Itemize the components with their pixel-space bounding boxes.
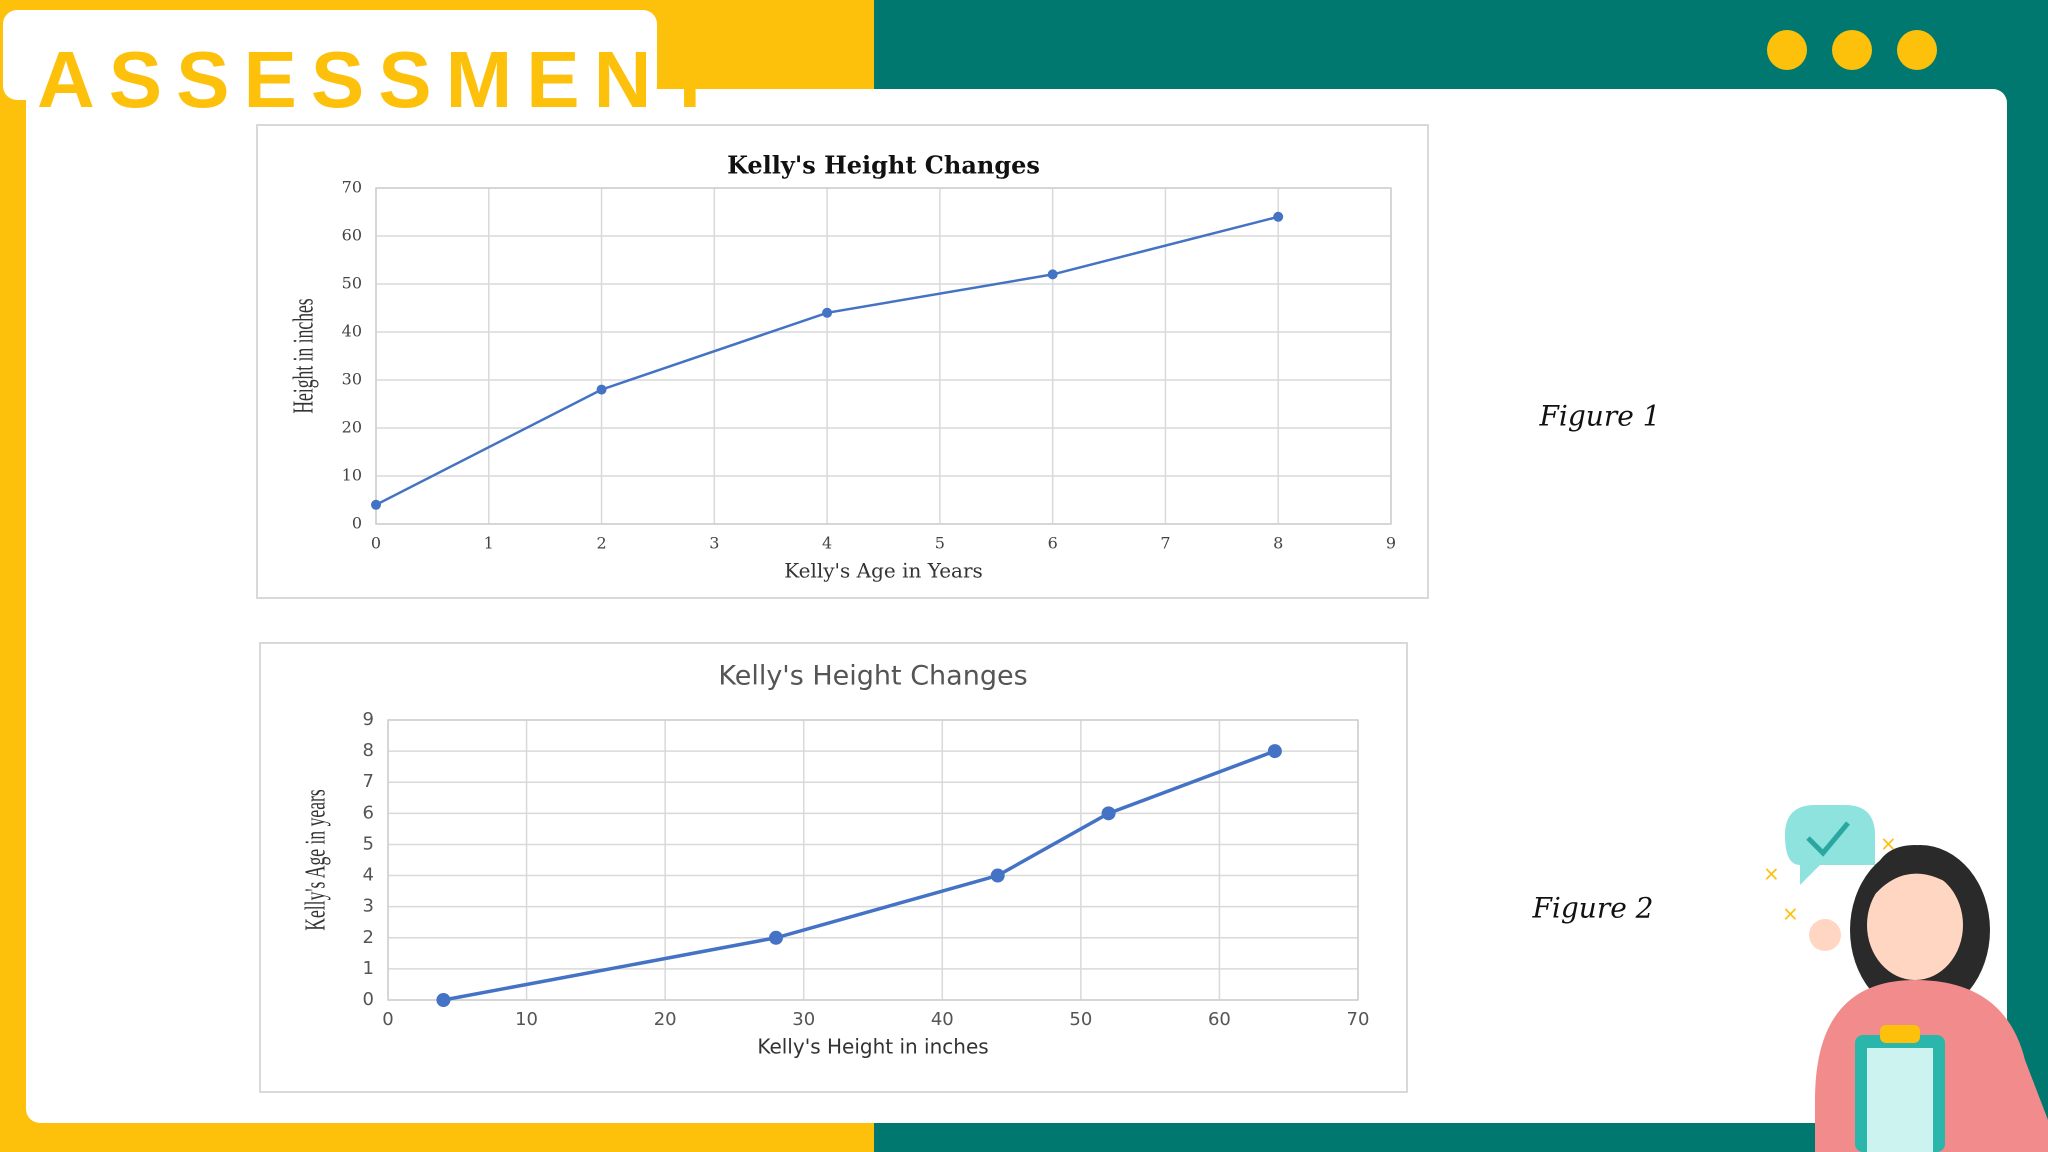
data-point xyxy=(990,868,1005,883)
y-tick-label: 70 xyxy=(342,178,362,197)
data-point xyxy=(436,993,451,1007)
dot xyxy=(1897,30,1937,70)
chart: 0 10 20 30 40 50 60 70 0 1 2 3 4 5 6 7 8 9 Kelly's Height … xyxy=(256,124,1429,599)
character: × × × xyxy=(1763,805,2048,1152)
chart: 0 1 2 3 4 5 6 7 8 9 0 10 20 30 40 50 60 70 Kelly's Height … xyxy=(259,642,1408,1093)
data-point xyxy=(1273,211,1284,222)
page-title: ASSESSMENT xyxy=(37,35,728,124)
data-point xyxy=(1101,806,1116,821)
figure-label: Figure 2 xyxy=(1531,892,1653,925)
x-tick-label: 20 xyxy=(654,1009,677,1030)
data-point xyxy=(1047,269,1058,280)
data-point xyxy=(596,384,607,395)
y-tick-label: 8 xyxy=(363,740,374,761)
x-tick-label: 0 xyxy=(371,534,381,553)
chart-frame xyxy=(259,642,1408,1093)
y-tick-label: 6 xyxy=(363,802,374,823)
y-tick-label: 9 xyxy=(363,709,374,730)
y-tick-label: 40 xyxy=(342,322,362,341)
x-tick-label: 4 xyxy=(822,534,832,553)
y-tick-label: 0 xyxy=(363,989,374,1010)
figure-label: Figure 1 xyxy=(1538,400,1660,433)
y-tick-label: 5 xyxy=(363,833,374,854)
x-tick-label: 8 xyxy=(1273,534,1283,553)
y-tick-label: 10 xyxy=(342,466,362,485)
plot-border xyxy=(375,187,1392,525)
y-tick-label: 1 xyxy=(363,958,374,979)
x-axis-label: Kelly's Height in inches xyxy=(757,1035,988,1059)
x-tick-label: 3 xyxy=(709,534,719,553)
x-tick-label: 70 xyxy=(1347,1009,1370,1030)
x-tick-label: 6 xyxy=(1048,534,1058,553)
x-tick-label: 9 xyxy=(1386,534,1396,553)
y-tick-label: 0 xyxy=(352,514,362,533)
y-tick-label: 30 xyxy=(342,370,362,389)
x-axis-label: Kelly's Age in Years xyxy=(784,559,983,583)
chart-title: Kelly's Height Changes xyxy=(727,151,1040,180)
dot xyxy=(1832,30,1872,70)
y-tick-label: 60 xyxy=(342,226,362,245)
x-tick-label: 50 xyxy=(1069,1009,1092,1030)
dot xyxy=(1767,30,1807,70)
chart-title: Kelly's Height Changes xyxy=(718,661,1027,692)
svg-text:×: × xyxy=(1782,902,1799,926)
plot-border xyxy=(387,719,1359,1001)
x-tick-label: 30 xyxy=(792,1009,815,1030)
data-point xyxy=(1267,744,1282,759)
y-tick-label: 3 xyxy=(363,896,374,917)
y-tick-label: 50 xyxy=(342,274,362,293)
svg-text:×: × xyxy=(1880,832,1897,856)
data-point xyxy=(371,499,381,510)
x-tick-label: 2 xyxy=(596,534,606,553)
y-tick-label: 4 xyxy=(363,865,374,886)
y-tick-label: 20 xyxy=(342,418,362,437)
x-tick-label: 40 xyxy=(931,1009,954,1030)
x-tick-label: 10 xyxy=(515,1009,538,1030)
x-tick-label: 7 xyxy=(1160,534,1170,553)
x-tick-label: 1 xyxy=(484,534,494,553)
title-tab xyxy=(3,10,657,100)
data-point xyxy=(822,307,833,318)
x-tick-label: 0 xyxy=(382,1009,393,1030)
y-tick-label: 2 xyxy=(363,927,374,948)
x-tick-label: 5 xyxy=(935,534,945,553)
y-tick-label: 7 xyxy=(363,771,374,792)
svg-text:×: × xyxy=(1763,862,1780,886)
x-tick-label: 60 xyxy=(1208,1009,1231,1030)
chart-frame xyxy=(256,124,1429,599)
y-axis-label: Kelly's Age in years xyxy=(300,789,331,930)
y-axis-label: Height in inches xyxy=(288,298,319,413)
data-point xyxy=(769,930,783,945)
